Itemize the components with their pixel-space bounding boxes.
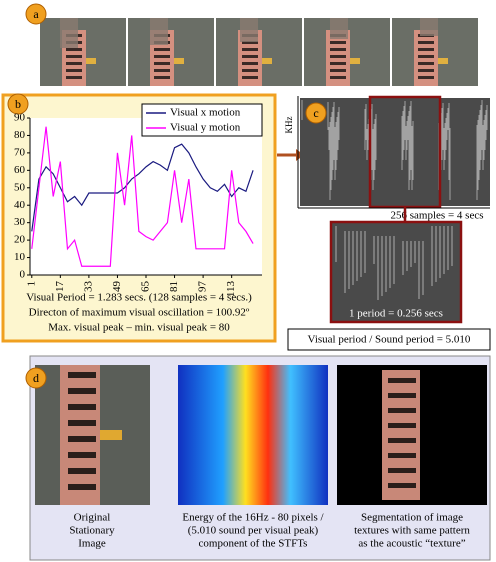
ladder-slot bbox=[388, 408, 416, 413]
caption: component of the STFTs bbox=[199, 538, 308, 550]
hand bbox=[330, 18, 348, 39]
y-tick-label: 90 bbox=[14, 112, 26, 124]
ladder-slot bbox=[242, 69, 258, 72]
ratio-label: Visual period / Sound period = 5.010 bbox=[308, 334, 471, 346]
ladder-slot bbox=[330, 48, 346, 51]
ladder-slot bbox=[418, 55, 434, 58]
panel-label: a bbox=[33, 7, 39, 21]
hand bbox=[60, 18, 78, 48]
caption: Segmentation of image bbox=[361, 512, 463, 524]
y-tick-label: 70 bbox=[14, 146, 26, 158]
ladder-slot bbox=[68, 468, 96, 474]
axis-label: KHz bbox=[284, 117, 294, 134]
ladder-slot bbox=[66, 62, 82, 65]
y-tick-label: 40 bbox=[14, 199, 26, 211]
ladder-slot bbox=[330, 62, 346, 65]
caption: Visual Period = 1.283 secs. (128 samples… bbox=[26, 292, 252, 304]
x-tick-label: 1 bbox=[25, 281, 37, 287]
ladder-slot bbox=[330, 55, 346, 58]
ladder-slot bbox=[68, 420, 96, 426]
caption: Stationary bbox=[69, 525, 115, 537]
ladder-slot bbox=[66, 69, 82, 72]
panel-label: b bbox=[15, 97, 21, 111]
ladder-slot bbox=[66, 55, 82, 58]
ladder-slot bbox=[388, 393, 416, 398]
hand bbox=[240, 18, 258, 42]
period-label: 1 period = 0.256 secs bbox=[349, 308, 443, 320]
ladder-slot bbox=[388, 453, 416, 458]
ladder-slot bbox=[154, 76, 170, 79]
ladder bbox=[382, 370, 420, 500]
ladder-slot bbox=[418, 62, 434, 65]
caption: textures with same pattern bbox=[354, 525, 470, 537]
ladder-slot bbox=[68, 484, 96, 490]
ladder-slot bbox=[154, 62, 170, 65]
ladder-slot bbox=[68, 372, 96, 378]
y-tick-label: 10 bbox=[14, 251, 26, 263]
legend-label: Visual y motion bbox=[170, 122, 241, 134]
caption: Max. visual peak – min. visual peak = 80 bbox=[48, 322, 230, 334]
heatmap bbox=[178, 365, 328, 505]
tape bbox=[438, 58, 448, 64]
y-tick-label: 50 bbox=[14, 181, 26, 193]
tape bbox=[100, 430, 122, 440]
tape bbox=[262, 58, 272, 64]
ladder-slot bbox=[418, 76, 434, 79]
ladder-slot bbox=[388, 438, 416, 443]
y-tick-label: 20 bbox=[14, 234, 26, 246]
ladder-slot bbox=[242, 76, 258, 79]
ladder-slot bbox=[330, 76, 346, 79]
hand bbox=[420, 18, 438, 36]
y-tick-label: 80 bbox=[14, 129, 26, 141]
ladder-slot bbox=[154, 69, 170, 72]
x-tick-label: 65 bbox=[140, 281, 152, 293]
ladder-slot bbox=[68, 388, 96, 394]
x-tick-label: 33 bbox=[82, 281, 94, 293]
caption: as the acoustic “texture” bbox=[358, 538, 465, 550]
caption: (5.010 sound per visual peak) bbox=[188, 525, 319, 537]
y-tick-label: 30 bbox=[14, 216, 26, 228]
ladder-slot bbox=[154, 48, 170, 51]
caption: Image bbox=[78, 538, 106, 550]
ladder-slot bbox=[330, 69, 346, 72]
ladder-slot bbox=[242, 62, 258, 65]
ladder-slot bbox=[388, 423, 416, 428]
ladder-slot bbox=[418, 48, 434, 51]
tape bbox=[174, 58, 184, 64]
x-tick-label: 97 bbox=[197, 281, 209, 293]
ladder-slot bbox=[418, 69, 434, 72]
ladder-slot bbox=[418, 41, 434, 44]
figure: ab01020304050607080901173349658197113Vis… bbox=[0, 0, 496, 562]
x-tick-label: 49 bbox=[111, 281, 123, 293]
ladder-slot bbox=[66, 48, 82, 51]
ladder-slot bbox=[66, 76, 82, 79]
panel-label: d bbox=[33, 371, 39, 385]
caption: Directon of maximum visual oscillation =… bbox=[29, 307, 250, 319]
y-tick-label: 0 bbox=[20, 269, 26, 281]
ladder-slot bbox=[68, 404, 96, 410]
x-tick-label: 81 bbox=[168, 281, 180, 292]
ladder-slot bbox=[242, 55, 258, 58]
caption: Energy of the 16Hz - 80 pixels / bbox=[182, 512, 324, 524]
ladder-slot bbox=[388, 468, 416, 473]
panel-label: c bbox=[313, 106, 318, 120]
ladder-slot bbox=[68, 452, 96, 458]
tape bbox=[86, 58, 96, 64]
x-tick-label: 17 bbox=[54, 281, 66, 293]
ladder-slot bbox=[388, 378, 416, 383]
ladder-slot bbox=[242, 48, 258, 51]
tape bbox=[350, 58, 360, 64]
legend-label: Visual x motion bbox=[170, 107, 241, 119]
ladder-slot bbox=[330, 41, 346, 44]
ladder-slot bbox=[154, 55, 170, 58]
ladder-slot bbox=[68, 436, 96, 442]
y-tick-label: 60 bbox=[14, 164, 26, 176]
caption: Original bbox=[74, 512, 111, 524]
ladder-slot bbox=[388, 483, 416, 488]
hand bbox=[150, 18, 168, 45]
